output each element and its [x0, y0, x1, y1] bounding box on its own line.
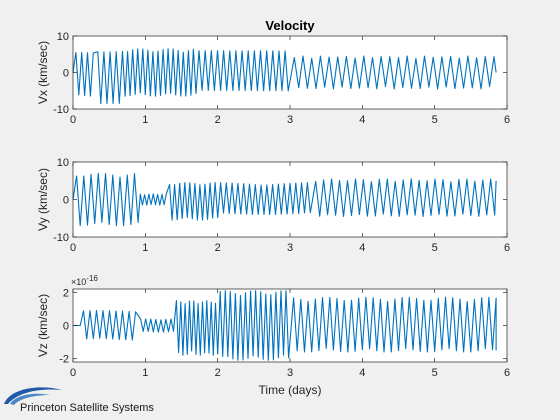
x-tick-label: 2: [215, 367, 221, 379]
y-tick-label: 0: [63, 321, 69, 333]
x-tick-label: 3: [287, 242, 293, 254]
x-tick-label: 1: [142, 242, 148, 254]
series-line: [72, 172, 497, 227]
plot-area: [73, 36, 507, 109]
series-line: [73, 290, 497, 361]
y-tick-label: 10: [57, 31, 69, 43]
x-tick-label: 5: [432, 242, 438, 254]
x-tick-label: 4: [359, 242, 365, 254]
x-tick-label: 4: [359, 367, 365, 379]
x-tick-label: 6: [504, 114, 510, 126]
y-exponent-label: ×10-16: [71, 274, 98, 287]
x-tick-label: 6: [504, 367, 510, 379]
x-axis-label: Time (days): [259, 383, 322, 397]
y-tick-label: 0: [63, 195, 69, 207]
x-tick-label: 4: [359, 114, 365, 126]
x-tick-label: 2: [215, 114, 221, 126]
x-tick-label: 3: [287, 367, 293, 379]
y-axis-label: Vx (km/sec): [36, 41, 50, 104]
x-tick-label: 1: [142, 114, 148, 126]
y-tick-label: 2: [63, 287, 69, 299]
series-line: [72, 48, 497, 105]
y-tick-label: 0: [63, 68, 69, 80]
x-tick-label: 5: [432, 114, 438, 126]
x-tick-label: 6: [504, 242, 510, 254]
x-tick-label: 3: [287, 114, 293, 126]
figure-title: Velocity: [265, 18, 315, 33]
y-tick-label: -2: [59, 354, 69, 366]
logo-swoosh-inner-icon: [10, 393, 50, 405]
x-tick-label: 0: [70, 242, 76, 254]
y-tick-label: 10: [57, 157, 69, 169]
plot-area: [73, 289, 507, 362]
logo: Princeton Satellite Systems: [4, 387, 154, 414]
x-tick-label: 2: [215, 242, 221, 254]
logo-text: Princeton Satellite Systems: [20, 402, 154, 414]
y-tick-label: -10: [53, 104, 69, 116]
x-tick-label: 5: [432, 367, 438, 379]
y-axis-label: Vz (km/sec): [36, 294, 50, 357]
y-tick-label: -10: [53, 232, 69, 244]
y-exponent-power: -16: [86, 274, 98, 283]
x-tick-label: 0: [70, 367, 76, 379]
plot-area: [73, 162, 507, 237]
y-axis-label: Vy (km/sec): [36, 168, 50, 231]
x-tick-label: 1: [142, 367, 148, 379]
x-tick-label: 0: [70, 114, 76, 126]
logo-swoosh-icon: [4, 387, 62, 404]
